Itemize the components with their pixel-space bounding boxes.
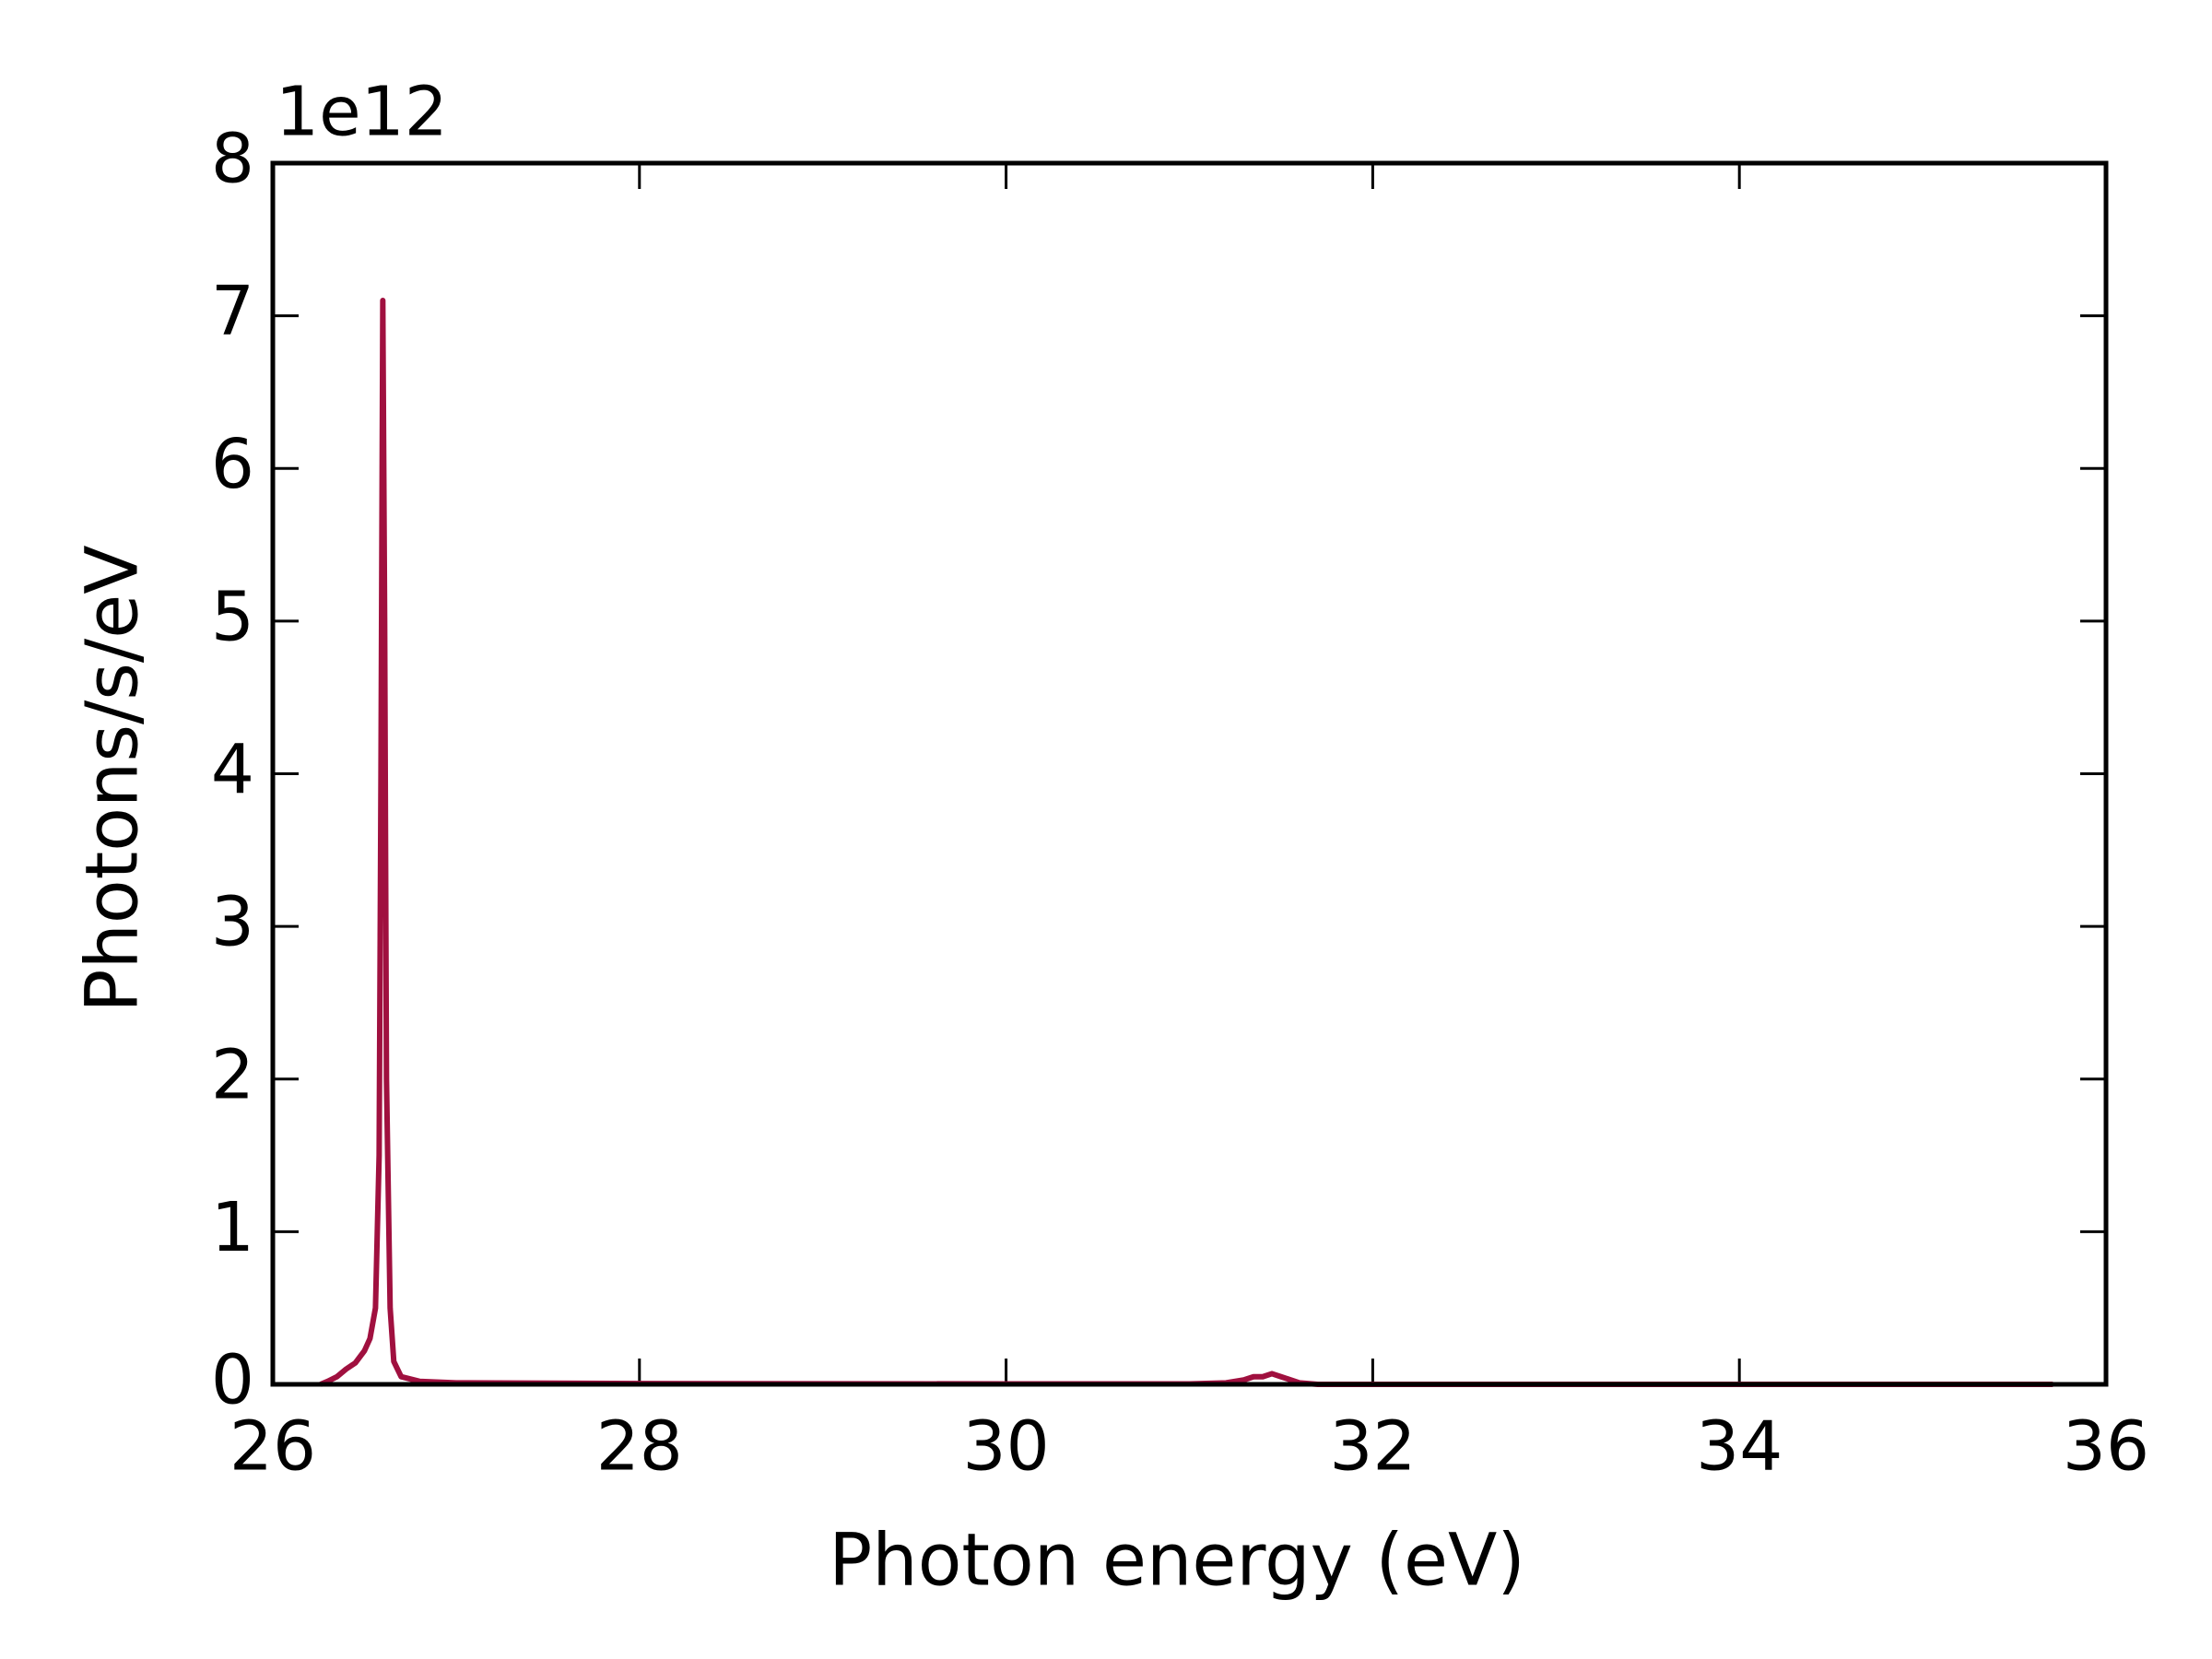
- y-tick-label: 0: [211, 1341, 254, 1420]
- x-tick-label: 30: [963, 1407, 1050, 1487]
- y-axis-label: Photons/s/eV: [71, 545, 154, 1012]
- y-tick-label: 8: [211, 120, 254, 199]
- x-tick-label: 32: [1329, 1407, 1416, 1487]
- data-line: [319, 298, 2053, 1387]
- x-tick-label: 28: [596, 1407, 683, 1487]
- y-tick-label: 1: [211, 1188, 254, 1267]
- y-tick-label: 4: [211, 730, 254, 809]
- y-tick-label: 3: [211, 883, 254, 962]
- x-axis-label: Photon energy (eV): [829, 1519, 1525, 1602]
- y-tick-label: 6: [211, 425, 254, 504]
- y-tick-label: 5: [211, 577, 254, 656]
- x-tick-label: 26: [229, 1407, 316, 1487]
- y-tick-label: 7: [211, 272, 254, 351]
- plot-frame: [270, 160, 2109, 1387]
- x-tick-label: 34: [1696, 1407, 1783, 1487]
- y-offset-label: 1e12: [276, 73, 448, 152]
- x-tick-label: 36: [2063, 1407, 2149, 1487]
- y-tick-label: 2: [211, 1035, 254, 1114]
